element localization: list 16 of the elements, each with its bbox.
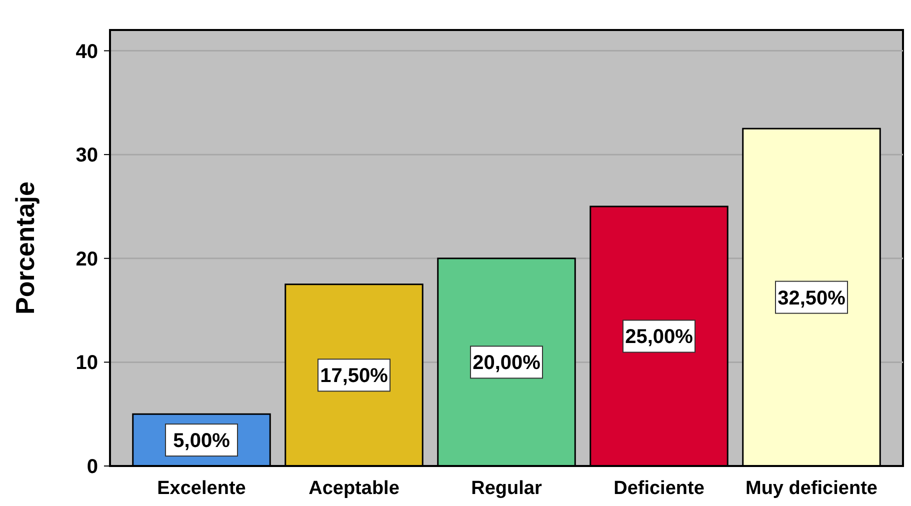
y-tick-label: 0 [86, 456, 98, 478]
data-label: 5,00% [173, 430, 230, 452]
y-tick-label: 10 [76, 352, 98, 374]
data-label: 32,50% [778, 287, 846, 310]
data-label: 17,50% [320, 365, 388, 388]
x-tick-label: Regular [471, 478, 542, 499]
data-label: 20,00% [472, 352, 541, 374]
y-tick-label: 30 [76, 144, 98, 167]
data-label: 25,00% [625, 326, 694, 348]
x-tick-label: Excelente [157, 478, 246, 499]
x-tick-label: Muy deficiente [746, 478, 878, 499]
y-tick-label: 20 [76, 248, 98, 270]
x-tick-label: Aceptable [308, 478, 400, 499]
y-tick-label: 40 [76, 40, 98, 63]
x-tick-label: Deficiente [614, 478, 704, 499]
y-axis-title: Porcentaje [10, 182, 40, 314]
